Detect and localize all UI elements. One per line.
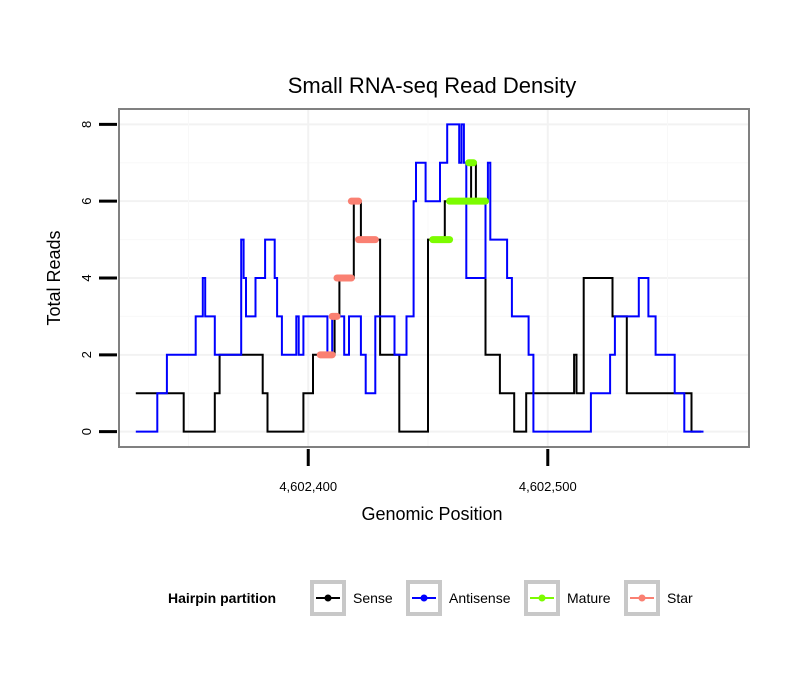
highlight-marks <box>316 159 490 359</box>
y-tick-label: 4 <box>79 274 94 281</box>
series-line-antisense <box>135 123 704 433</box>
y-tick-label: 0 <box>79 428 94 435</box>
legend-item-sense: Sense <box>310 580 393 616</box>
x-axis-title: Genomic Position <box>361 504 502 524</box>
legend-key-dot <box>638 594 646 602</box>
y-tick-label: 8 <box>79 121 94 128</box>
legend-key-dot <box>324 594 332 602</box>
x-axis: 4,602,400 4,602,500 <box>279 449 577 494</box>
x-tick-label: 4,602,500 <box>519 479 577 494</box>
legend-key-dot <box>538 594 546 602</box>
legend-label: Antisense <box>449 590 511 606</box>
series-line-sense <box>135 161 702 433</box>
plot-panel-border <box>118 108 750 448</box>
legend-item-antisense: Antisense <box>406 580 511 616</box>
y-axis: 0 2 4 6 8 <box>79 121 117 435</box>
chart-title: Small RNA-seq Read Density <box>288 73 577 98</box>
legend-label: Sense <box>353 590 393 606</box>
legend-label: Star <box>667 590 693 606</box>
legend-item-star: Star <box>624 580 693 616</box>
y-tick-label: 2 <box>79 351 94 358</box>
series-lines <box>135 123 704 433</box>
legend-key-dot <box>420 594 428 602</box>
legend-label: Mature <box>567 590 611 606</box>
x-tick-label: 4,602,400 <box>279 479 337 494</box>
legend: Hairpin partition Sense Antisense Mature St… <box>168 580 693 616</box>
y-tick-label: 6 <box>79 198 94 205</box>
legend-title: Hairpin partition <box>168 590 276 606</box>
y-axis-title: Total Reads <box>44 230 64 325</box>
legend-item-mature: Mature <box>524 580 611 616</box>
